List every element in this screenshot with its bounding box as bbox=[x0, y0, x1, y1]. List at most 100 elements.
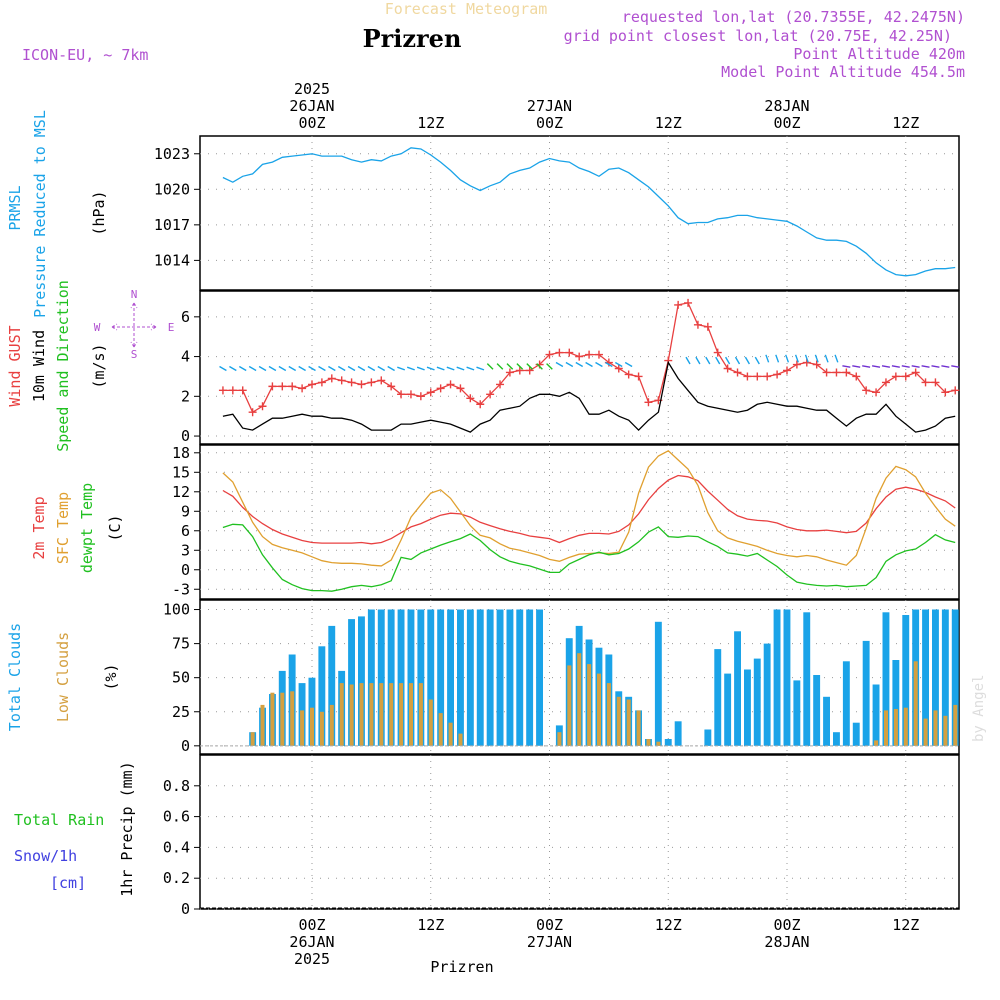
gust-point bbox=[684, 298, 693, 307]
gust-point bbox=[228, 386, 237, 395]
total-cloud-bar bbox=[348, 619, 355, 746]
wind-direction-arrow bbox=[219, 365, 227, 372]
wind-direction-arrow bbox=[804, 354, 809, 363]
total-cloud-bar bbox=[506, 609, 514, 746]
total-cloud-bar bbox=[496, 609, 504, 746]
wind-direction-arrow bbox=[624, 361, 633, 368]
gust-point bbox=[466, 394, 475, 403]
wind-direction-arrow bbox=[328, 365, 336, 372]
gust-point bbox=[426, 388, 435, 397]
wind-direction-arrow bbox=[824, 354, 829, 363]
bottom-time-label: 2025 bbox=[294, 950, 330, 968]
low-cloud-bar bbox=[587, 664, 592, 746]
low-cloud-bar bbox=[597, 673, 601, 746]
wind-direction-arrow bbox=[931, 365, 940, 368]
gust-point bbox=[723, 364, 732, 373]
wind-direction-arrow bbox=[565, 361, 574, 368]
y-tick-label: 1017 bbox=[154, 216, 190, 234]
total-cloud-bar bbox=[892, 660, 900, 746]
wind-direction-arrow bbox=[794, 354, 799, 363]
wind-direction-arrow bbox=[705, 356, 711, 365]
gust-point bbox=[288, 382, 297, 391]
low-cloud-bar bbox=[656, 741, 661, 746]
gust-point bbox=[298, 384, 307, 393]
gust-point bbox=[308, 380, 316, 389]
gust-point bbox=[248, 408, 257, 417]
bottom-time-label: 00Z bbox=[298, 916, 325, 934]
compass-n: N bbox=[131, 288, 138, 301]
y-tick-label: 1014 bbox=[154, 251, 190, 269]
low-cloud-bar bbox=[438, 713, 443, 746]
total-cloud-bar bbox=[724, 673, 732, 746]
total-cloud-bar bbox=[833, 732, 840, 746]
gust-point bbox=[852, 372, 861, 381]
gust-point bbox=[446, 380, 455, 389]
gust-point bbox=[624, 370, 633, 379]
requested-coords: requested lon,lat (20.7355E, 42.2475N) bbox=[622, 8, 965, 26]
top-time-label: 00Z bbox=[298, 114, 325, 132]
low-cloud-bar bbox=[319, 711, 324, 746]
wind-direction-arrow bbox=[911, 365, 920, 368]
wind-direction-arrow bbox=[695, 356, 701, 365]
wind-direction-arrow bbox=[456, 366, 465, 371]
gust-point bbox=[327, 374, 336, 383]
wind-label-3: (m/s) bbox=[90, 343, 108, 388]
bottom-time-label: 00Z bbox=[536, 916, 563, 934]
wind-direction-arrow bbox=[901, 365, 910, 368]
wind-direction-arrow bbox=[546, 363, 553, 370]
top-time-label: 12Z bbox=[655, 114, 682, 132]
low-cloud-bar bbox=[557, 732, 562, 746]
wind-direction-arrow bbox=[238, 365, 247, 372]
total-cloud-bar bbox=[882, 612, 890, 746]
low-cloud-bar bbox=[290, 691, 295, 746]
bottom-time-label: 12Z bbox=[417, 916, 444, 934]
total-cloud-bar bbox=[734, 631, 741, 746]
wind-direction-arrow bbox=[516, 363, 524, 370]
model-label: ICON-EU, ~ 7km bbox=[22, 46, 148, 64]
gust-point bbox=[931, 378, 940, 387]
wind-direction-arrow bbox=[585, 361, 593, 368]
compass-s: S bbox=[131, 348, 138, 361]
wind-direction-arrow bbox=[337, 365, 346, 372]
low-cloud-bar bbox=[923, 718, 928, 746]
wind-direction-arrow bbox=[765, 354, 770, 363]
clouds-panel-frame bbox=[199, 599, 960, 755]
total-cloud-bar bbox=[466, 609, 474, 746]
rain-label: Total Rain bbox=[14, 811, 104, 829]
wind-direction-arrow bbox=[555, 361, 564, 368]
total-cloud-bar bbox=[536, 609, 543, 746]
wind-direction-arrow bbox=[834, 354, 839, 363]
wind-direction-arrow bbox=[416, 366, 425, 371]
temp-label-2: dewpt Temp bbox=[78, 483, 96, 573]
bottom-time-label: 26JAN bbox=[289, 933, 334, 951]
low-cloud-bar bbox=[953, 704, 958, 746]
gust-point bbox=[575, 352, 584, 361]
wind-direction-arrow bbox=[486, 363, 494, 370]
gust-point bbox=[278, 382, 287, 391]
product-title: Forecast Meteogram bbox=[385, 0, 548, 18]
wind-direction-arrow bbox=[881, 365, 891, 368]
pressure-panel-frame bbox=[199, 135, 960, 291]
gust-point bbox=[812, 360, 821, 369]
gust-point bbox=[783, 366, 791, 375]
gust-point bbox=[397, 390, 406, 399]
total-cloud-bar bbox=[397, 609, 405, 746]
wind-direction-arrow bbox=[318, 365, 326, 372]
gust-point bbox=[743, 372, 752, 381]
total-clouds-label: Total Clouds bbox=[6, 623, 24, 731]
total-cloud-bar bbox=[328, 625, 336, 746]
low-cloud-bar bbox=[270, 692, 275, 746]
y-tick-label: 75 bbox=[172, 635, 190, 653]
gust-point bbox=[951, 386, 960, 395]
gust-point bbox=[486, 390, 495, 399]
gust-point bbox=[258, 402, 267, 411]
gust-point bbox=[347, 378, 356, 387]
wind-label-2: Speed and Direction bbox=[54, 280, 72, 452]
wind-speed-line bbox=[222, 360, 956, 433]
temp-label-3: (C) bbox=[106, 514, 124, 541]
low-cloud-bar bbox=[874, 740, 879, 746]
wind-direction-arrow bbox=[288, 365, 297, 372]
wind-direction-arrow bbox=[248, 365, 257, 372]
gust-point bbox=[941, 388, 950, 397]
